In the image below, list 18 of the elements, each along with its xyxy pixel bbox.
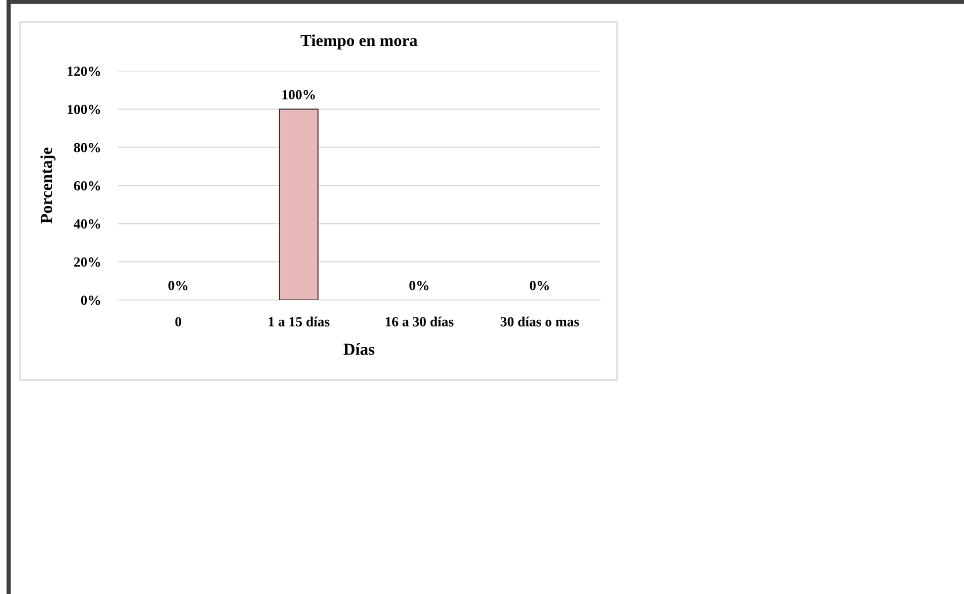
data-label: 0%	[409, 280, 428, 290]
y-tick-label: 80%	[74, 142, 100, 152]
x-tick-label: 30 días o mas	[500, 316, 579, 326]
data-label: 0%	[530, 280, 549, 290]
y-axis-title: Porcentaje	[40, 148, 56, 224]
y-tick-label: 120%	[68, 66, 100, 76]
data-label: 100%	[282, 90, 315, 100]
x-tick-label: 1 a 15 días	[268, 316, 330, 326]
y-tick-label: 20%	[74, 257, 100, 267]
x-axis-title: Días	[344, 343, 374, 355]
chart-title: Tiempo en mora	[300, 34, 418, 50]
x-tick-label: 16 a 30 días	[386, 316, 454, 326]
data-label: 0%	[168, 280, 188, 290]
y-tick-label: 40%	[74, 219, 100, 229]
x-tick-label: 0	[175, 317, 182, 326]
y-tick-label: 60%	[74, 181, 100, 190]
y-tick-label: 100%	[68, 104, 100, 114]
y-tick-label: 0%	[81, 296, 100, 305]
